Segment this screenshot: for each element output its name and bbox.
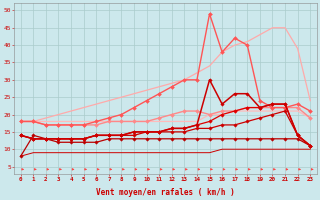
X-axis label: Vent moyen/en rafales ( km/h ): Vent moyen/en rafales ( km/h ) — [96, 188, 235, 197]
